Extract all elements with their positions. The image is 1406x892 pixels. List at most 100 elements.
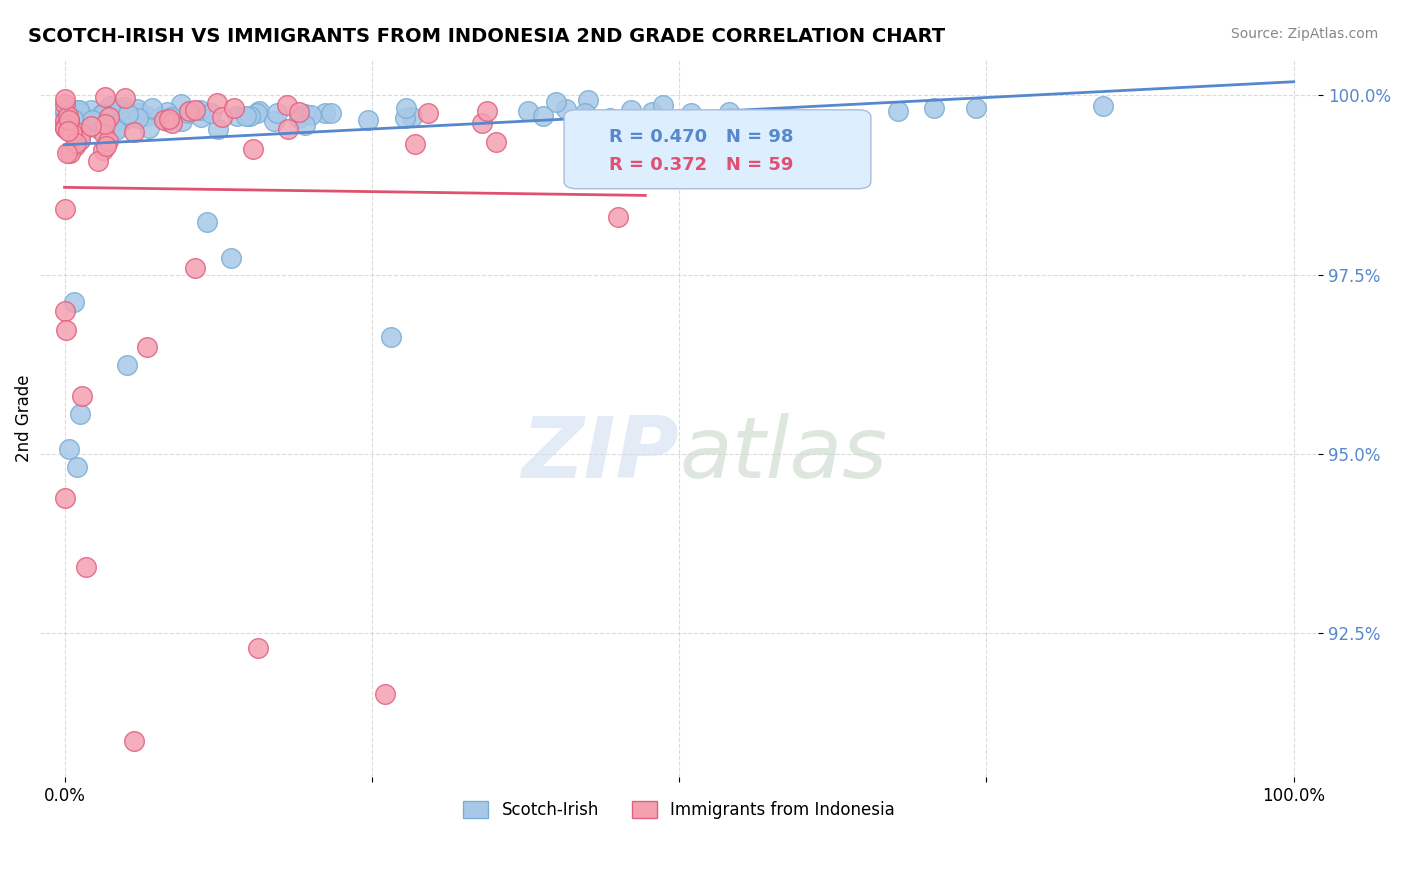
Point	[91, 105, 114, 120]
Point	[475, 104, 498, 119]
Point	[53, 120, 76, 135]
Text: R = 0.470   N = 98: R = 0.470 N = 98	[609, 128, 793, 145]
Point	[69, 133, 91, 147]
Point	[56, 118, 79, 132]
Text: Source: ZipAtlas.com: Source: ZipAtlas.com	[1230, 27, 1378, 41]
Point	[159, 111, 181, 125]
Point	[58, 442, 80, 456]
Point	[60, 127, 83, 141]
Point	[104, 115, 127, 129]
Point	[94, 108, 117, 122]
Point	[177, 106, 200, 120]
Point	[70, 389, 93, 403]
Point	[242, 142, 264, 156]
Point	[53, 92, 76, 106]
Point	[65, 136, 87, 150]
Point	[221, 251, 243, 265]
Point	[69, 105, 91, 120]
Point	[55, 322, 77, 336]
Point	[641, 105, 664, 120]
Point	[53, 120, 76, 134]
Point	[606, 131, 628, 145]
Point	[224, 101, 246, 115]
Point	[94, 139, 117, 153]
Point	[115, 111, 138, 125]
Point	[288, 104, 311, 119]
Point	[89, 112, 111, 126]
Point	[246, 106, 269, 120]
Point	[53, 97, 76, 112]
Point	[606, 210, 628, 224]
FancyBboxPatch shape	[564, 110, 870, 189]
Point	[380, 329, 402, 343]
Point	[179, 104, 201, 119]
Point	[887, 104, 910, 119]
Point	[531, 109, 554, 123]
Point	[544, 95, 567, 110]
Text: R = 0.372   N = 59: R = 0.372 N = 59	[609, 156, 793, 175]
Point	[93, 127, 115, 141]
Point	[702, 115, 724, 129]
Point	[55, 104, 77, 119]
Point	[69, 117, 91, 131]
Point	[965, 101, 987, 115]
Point	[80, 103, 103, 117]
Point	[416, 106, 439, 120]
Point	[172, 114, 194, 128]
Point	[277, 121, 299, 136]
Point	[401, 111, 423, 125]
Point	[66, 103, 89, 117]
Point	[56, 109, 79, 123]
Point	[59, 112, 82, 127]
Point	[190, 110, 212, 124]
Point	[717, 105, 740, 120]
Point	[374, 688, 396, 702]
Point	[555, 102, 578, 116]
Point	[75, 559, 97, 574]
Point	[94, 117, 117, 131]
Point	[53, 106, 76, 120]
Point	[94, 90, 117, 104]
Point	[266, 106, 288, 120]
Point	[141, 101, 163, 115]
Point	[184, 103, 207, 118]
Point	[56, 118, 79, 132]
Point	[86, 111, 108, 125]
Point	[53, 121, 76, 136]
Point	[288, 111, 311, 125]
Point	[620, 103, 643, 117]
Point	[679, 105, 702, 120]
Point	[188, 103, 211, 117]
Point	[263, 113, 285, 128]
Point	[115, 358, 138, 372]
Point	[170, 97, 193, 112]
Text: ZIP: ZIP	[522, 413, 679, 496]
Point	[651, 98, 673, 112]
Point	[67, 103, 90, 118]
Text: atlas: atlas	[679, 413, 887, 496]
Point	[56, 103, 79, 118]
Point	[576, 93, 599, 107]
Point	[90, 115, 112, 129]
Point	[112, 100, 135, 114]
Legend: Scotch-Irish, Immigrants from Indonesia: Scotch-Irish, Immigrants from Indonesia	[457, 795, 901, 826]
Point	[104, 122, 127, 136]
Point	[53, 202, 76, 216]
Point	[66, 459, 89, 474]
Point	[79, 119, 101, 133]
Point	[82, 112, 104, 127]
Point	[110, 103, 132, 117]
Point	[53, 113, 76, 128]
Point	[122, 124, 145, 138]
Point	[1091, 99, 1114, 113]
Point	[117, 107, 139, 121]
Point	[149, 110, 172, 124]
Point	[195, 215, 218, 229]
Point	[235, 109, 257, 123]
Point	[62, 112, 84, 126]
Text: SCOTCH-IRISH VS IMMIGRANTS FROM INDONESIA 2ND GRADE CORRELATION CHART: SCOTCH-IRISH VS IMMIGRANTS FROM INDONESI…	[28, 27, 945, 45]
Point	[58, 116, 80, 130]
Point	[59, 145, 82, 160]
Point	[103, 102, 125, 116]
Point	[404, 136, 426, 151]
